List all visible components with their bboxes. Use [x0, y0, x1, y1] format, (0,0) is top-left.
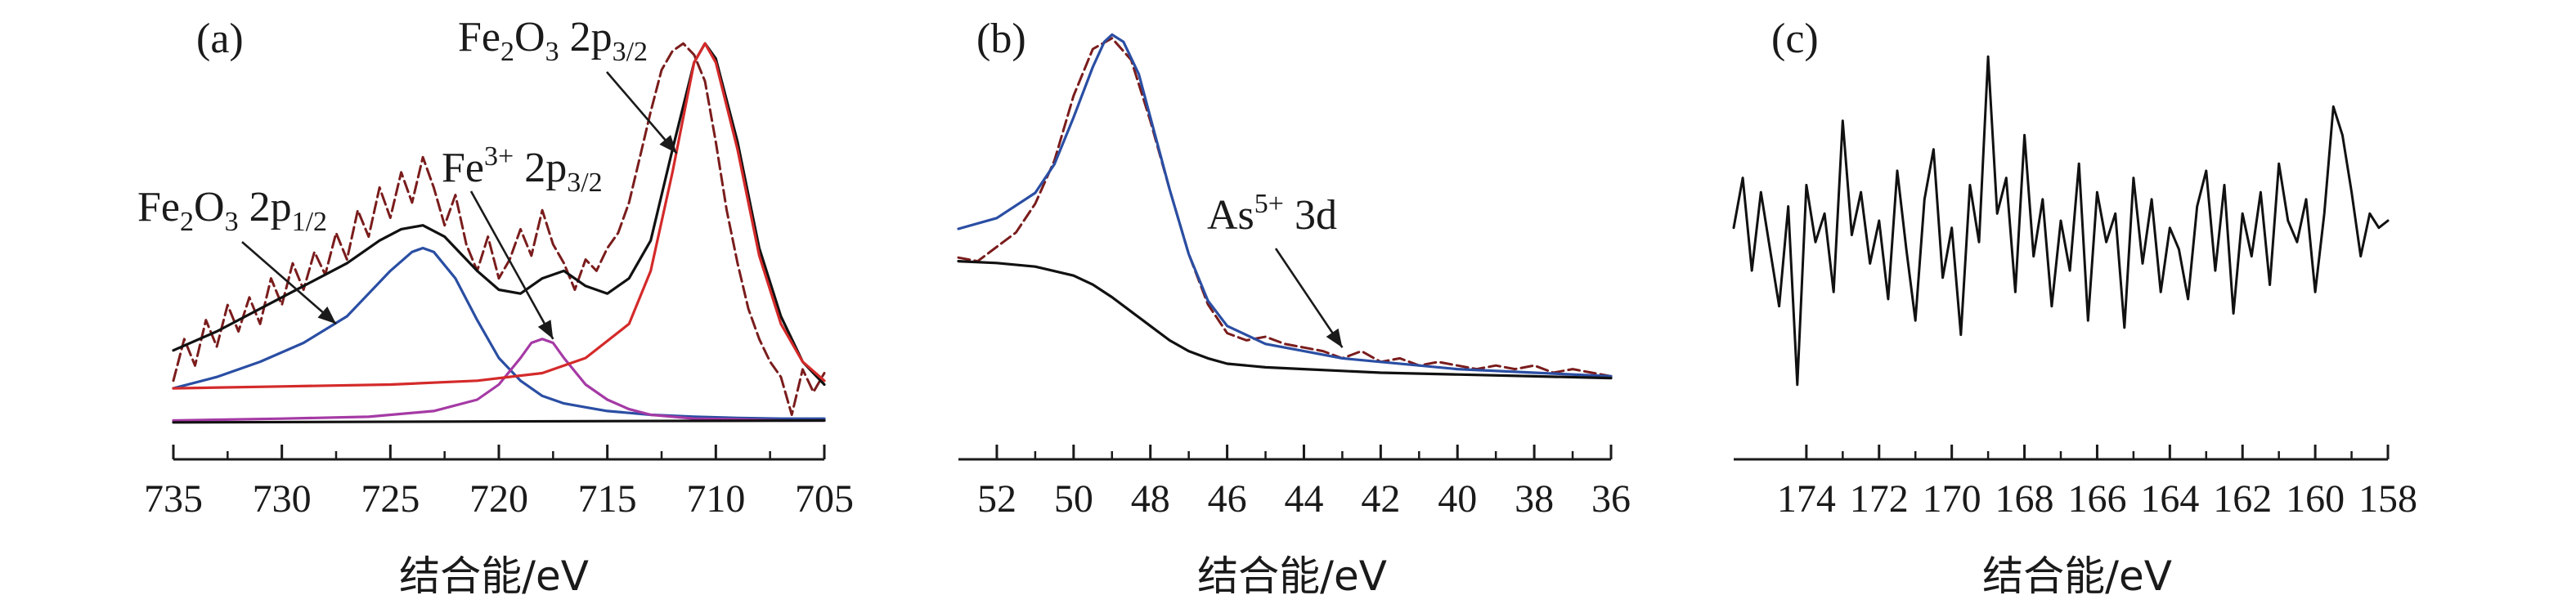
annotation-arrowhead [1326, 328, 1343, 348]
panel-c-series-raw-0 [1732, 55, 2390, 387]
annotation-label: As5+ 3d [1207, 189, 1337, 239]
tick-label: 705 [795, 477, 854, 521]
panel-a-x-label: 结合能/eV [399, 553, 589, 600]
panel-a-series-component-4 [172, 42, 826, 390]
tick-label: 168 [1995, 477, 2054, 521]
tick-label: 730 [253, 477, 312, 521]
annotation-arrowhead [317, 306, 336, 324]
tick-label: 162 [2213, 477, 2272, 521]
annotation-arrowhead [537, 320, 554, 339]
annotation-label: Fe3+ 2p3/2 [442, 141, 603, 198]
annotation-2: Fe2O3 2p1/2 [137, 184, 337, 325]
panel-b-annotations: As5+ 3d [1207, 189, 1344, 348]
panel-c-label: (c) [1771, 16, 1819, 62]
annotation-label: Fe2O3 2p3/2 [458, 14, 648, 67]
annotation-arrow [469, 190, 554, 340]
panel-b-series-raw-0 [957, 37, 1613, 378]
annotation-0: As5+ 3d [1207, 189, 1344, 348]
panel-a-series-raw-0 [172, 42, 826, 416]
annotation-arrow [1274, 248, 1344, 348]
panel-b-label: (b) [976, 16, 1026, 62]
tick-label: 40 [1438, 477, 1477, 521]
tick-label: 735 [144, 477, 203, 521]
annotation-arrowhead [659, 135, 677, 154]
panel-b-series-baseline-2 [957, 260, 1613, 380]
tick-label: 170 [1923, 477, 1981, 521]
tick-label: 715 [578, 477, 637, 521]
panel-a-plot [172, 42, 826, 424]
tick-label: 710 [686, 477, 745, 521]
tick-label: 174 [1777, 477, 1836, 521]
annotation-label: Fe2O3 2p1/2 [137, 184, 327, 237]
panel-c-x-label: 结合能/eV [1982, 553, 2172, 600]
tick-label: 160 [2286, 477, 2345, 521]
tick-label: 52 [977, 477, 1016, 521]
panel-a-series-baseline-5 [172, 418, 826, 424]
panel-a-label: (a) [196, 16, 244, 62]
panel-b-plot [957, 33, 1613, 380]
tick-label: 725 [361, 477, 420, 521]
panel-b: (b) 52 50 48 46 44 42 40 38 36 As5+ 3d 结合能/eV [957, 16, 1631, 600]
panel-a-x-axis: 735 730 725 720 715 710 705 [144, 445, 854, 521]
tick-label: 42 [1361, 477, 1400, 521]
panel-a: (a) 735 730 725 720 715 710 705 Fe2O3 2p3/2 Fe3… [137, 14, 854, 600]
panel-a-series-component-3 [172, 338, 826, 423]
tick-label: 50 [1054, 477, 1093, 521]
panel-a-annotations: Fe2O3 2p3/2 Fe3+ 2p3/2 Fe2O3 2p1/2 [137, 14, 678, 340]
panel-b-series-fit-1 [957, 33, 1613, 378]
tick-label: 38 [1515, 477, 1554, 521]
tick-label: 720 [469, 477, 528, 521]
panel-b-x-axis: 52 50 48 46 44 42 40 38 36 [958, 445, 1631, 521]
tick-label: 46 [1208, 477, 1247, 521]
panel-c: (c) 174 172 170 168 166 164 162 160 158 结合能/eV [1732, 16, 2417, 600]
annotation-0: Fe2O3 2p3/2 [458, 14, 678, 154]
annotation-1: Fe3+ 2p3/2 [442, 141, 603, 340]
tick-label: 36 [1591, 477, 1631, 521]
tick-label: 158 [2358, 477, 2417, 521]
panel-c-plot [1732, 55, 2390, 387]
tick-label: 166 [2067, 477, 2126, 521]
tick-label: 48 [1131, 477, 1170, 521]
panel-b-x-label: 结合能/eV [1197, 553, 1387, 600]
tick-label: 164 [2140, 477, 2199, 521]
tick-label: 172 [1850, 477, 1909, 521]
panel-c-x-axis: 174 172 170 168 166 164 162 160 158 [1734, 445, 2417, 521]
panel-a-series-envelope-1 [172, 42, 826, 387]
annotation-arrow [241, 241, 337, 325]
tick-label: 44 [1284, 477, 1323, 521]
